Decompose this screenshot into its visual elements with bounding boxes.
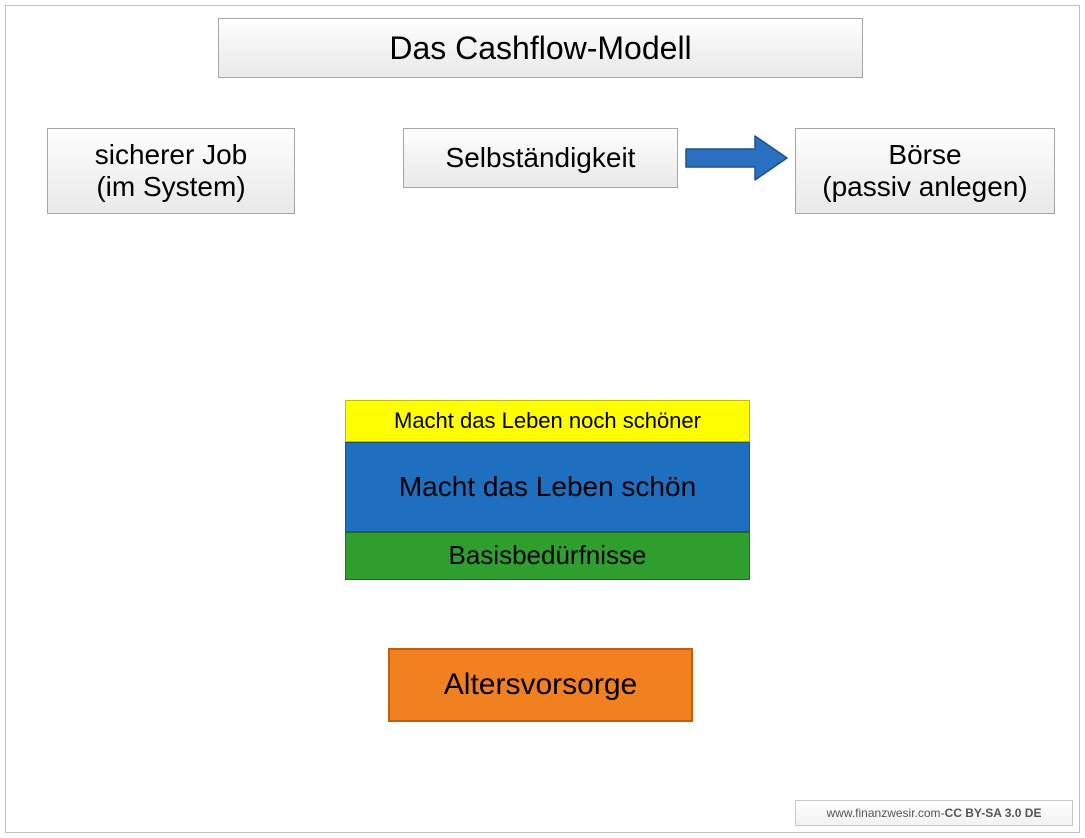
node-job-line1: sicherer Job bbox=[95, 139, 248, 171]
stack-row-schoen: Macht das Leben schön bbox=[345, 442, 750, 532]
node-altersvorsorge: Altersvorsorge bbox=[388, 648, 693, 722]
stack-row-basis: Basisbedürfnisse bbox=[345, 532, 750, 580]
node-sicherer-job: sicherer Job (im System) bbox=[47, 128, 295, 214]
node-job-line2: (im System) bbox=[95, 171, 248, 203]
node-selbst-line1: Selbständigkeit bbox=[446, 142, 636, 174]
node-selbstaendigkeit: Selbständigkeit bbox=[403, 128, 678, 188]
node-boerse-line1: Börse bbox=[822, 139, 1027, 171]
node-boerse: Börse (passiv anlegen) bbox=[795, 128, 1055, 214]
footer-credit: www.finanzwesir.com - CC BY-SA 3.0 DE bbox=[795, 800, 1073, 826]
footer-site: www.finanzwesir.com bbox=[827, 806, 941, 820]
footer-license: CC BY-SA 3.0 DE bbox=[945, 806, 1042, 820]
diagram-title: Das Cashflow-Modell bbox=[218, 18, 863, 78]
lebens-stack: Macht das Leben noch schönerMacht das Le… bbox=[345, 400, 750, 580]
stack-row-schoener: Macht das Leben noch schöner bbox=[345, 400, 750, 442]
node-boerse-line2: (passiv anlegen) bbox=[822, 171, 1027, 203]
